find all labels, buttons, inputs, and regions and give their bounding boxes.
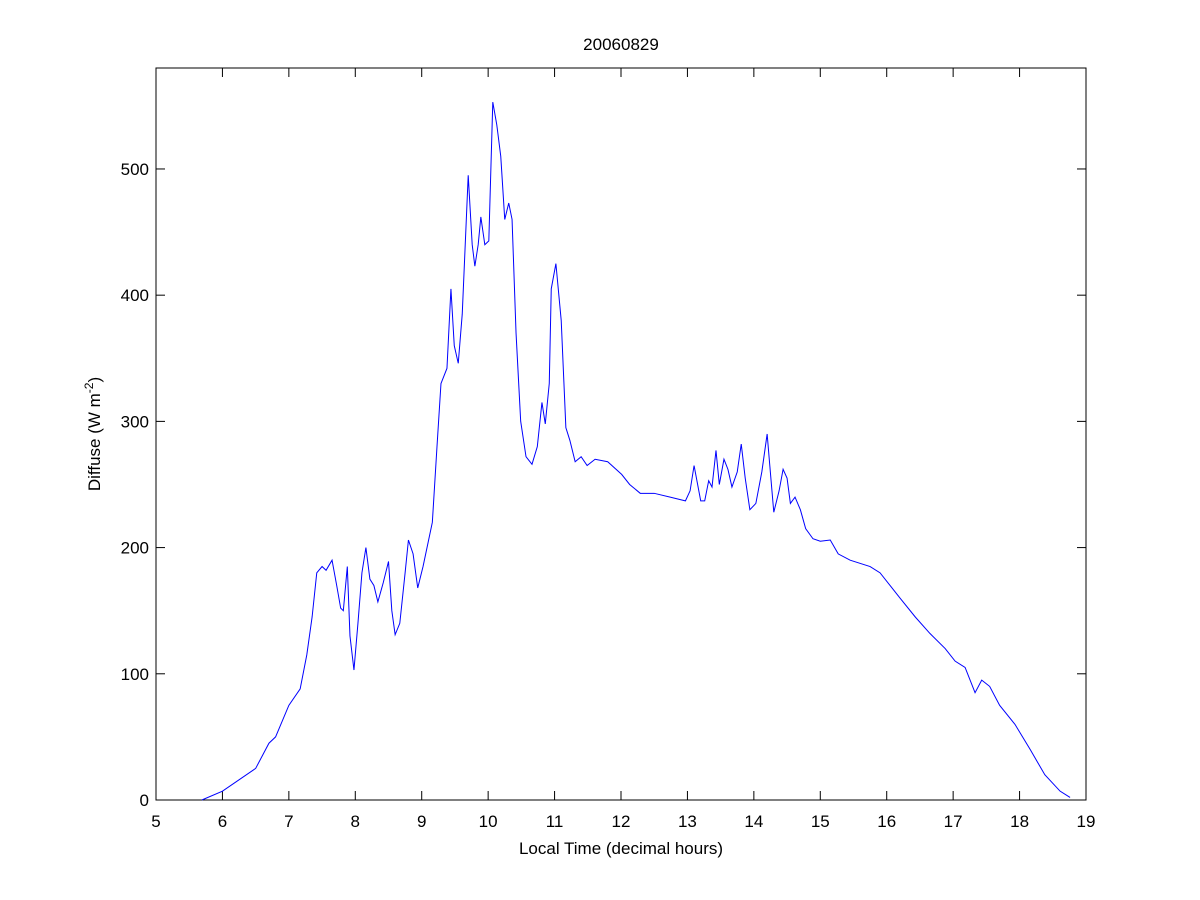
x-tick-label: 6 [218, 812, 227, 831]
x-tick-label: 12 [612, 812, 631, 831]
data-line [201, 101, 1071, 801]
x-tick-label: 15 [811, 812, 830, 831]
x-axis-label: Local Time (decimal hours) [519, 839, 723, 858]
y-axis-label: Diffuse (W m-2) [82, 377, 104, 491]
chart-title: 20060829 [583, 35, 659, 54]
y-tick-label: 400 [121, 286, 149, 305]
y-axis-label-part: Diffuse (W m [85, 393, 104, 491]
x-tick-label: 8 [351, 812, 360, 831]
y-axis-label-superscript: -2 [82, 382, 96, 393]
x-tick-label: 7 [284, 812, 293, 831]
y-tick-label: 300 [121, 412, 149, 431]
y-tick-label: 100 [121, 665, 149, 684]
x-tick-label: 19 [1077, 812, 1096, 831]
x-tick-label: 5 [151, 812, 160, 831]
x-tick-label: 9 [417, 812, 426, 831]
x-tick-label: 13 [678, 812, 697, 831]
y-tick-label: 0 [140, 791, 149, 810]
x-tick-label: 10 [479, 812, 498, 831]
y-tick-label: 500 [121, 160, 149, 179]
y-tick-label: 200 [121, 539, 149, 558]
x-tick-label: 17 [944, 812, 963, 831]
x-tick-label: 16 [877, 812, 896, 831]
x-tick-label: 14 [744, 812, 763, 831]
x-tick-label: 11 [546, 812, 564, 831]
y-axis-label-part: ) [85, 377, 104, 383]
x-tick-label: 18 [1010, 812, 1029, 831]
plot-area [155, 67, 1087, 801]
